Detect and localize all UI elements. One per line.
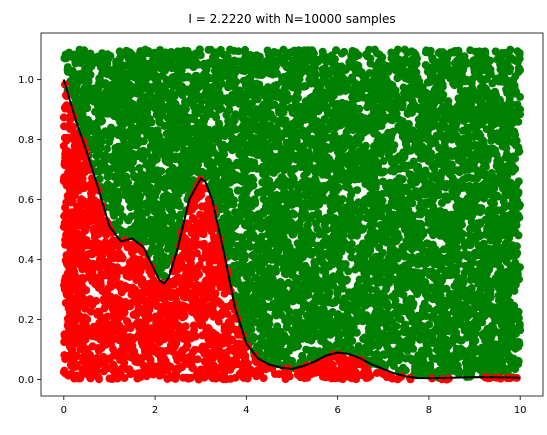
- sample-point-above: [399, 83, 408, 92]
- sample-point-above: [302, 345, 311, 354]
- sample-point-above: [347, 246, 356, 255]
- samples-above-curve: [60, 45, 525, 382]
- sample-point-above: [340, 47, 349, 56]
- sample-point-above: [467, 284, 476, 292]
- sample-point-above: [103, 144, 111, 153]
- sample-point-above: [345, 134, 354, 143]
- sample-point-above: [344, 267, 353, 276]
- sample-point-above: [301, 82, 310, 91]
- sample-point-above: [468, 75, 477, 83]
- sample-point-above: [130, 173, 139, 181]
- sample-point-above: [276, 254, 285, 263]
- sample-point-above: [259, 195, 268, 203]
- sample-point-above: [128, 165, 137, 174]
- sample-point-above: [234, 47, 243, 56]
- plot-area: [59, 45, 525, 384]
- sample-point-above: [129, 158, 137, 167]
- sample-point-above: [325, 53, 334, 61]
- sample-point-above: [233, 186, 242, 195]
- sample-point-above: [318, 47, 327, 56]
- chart-title: I = 2.2220 with N=10000 samples: [188, 12, 395, 26]
